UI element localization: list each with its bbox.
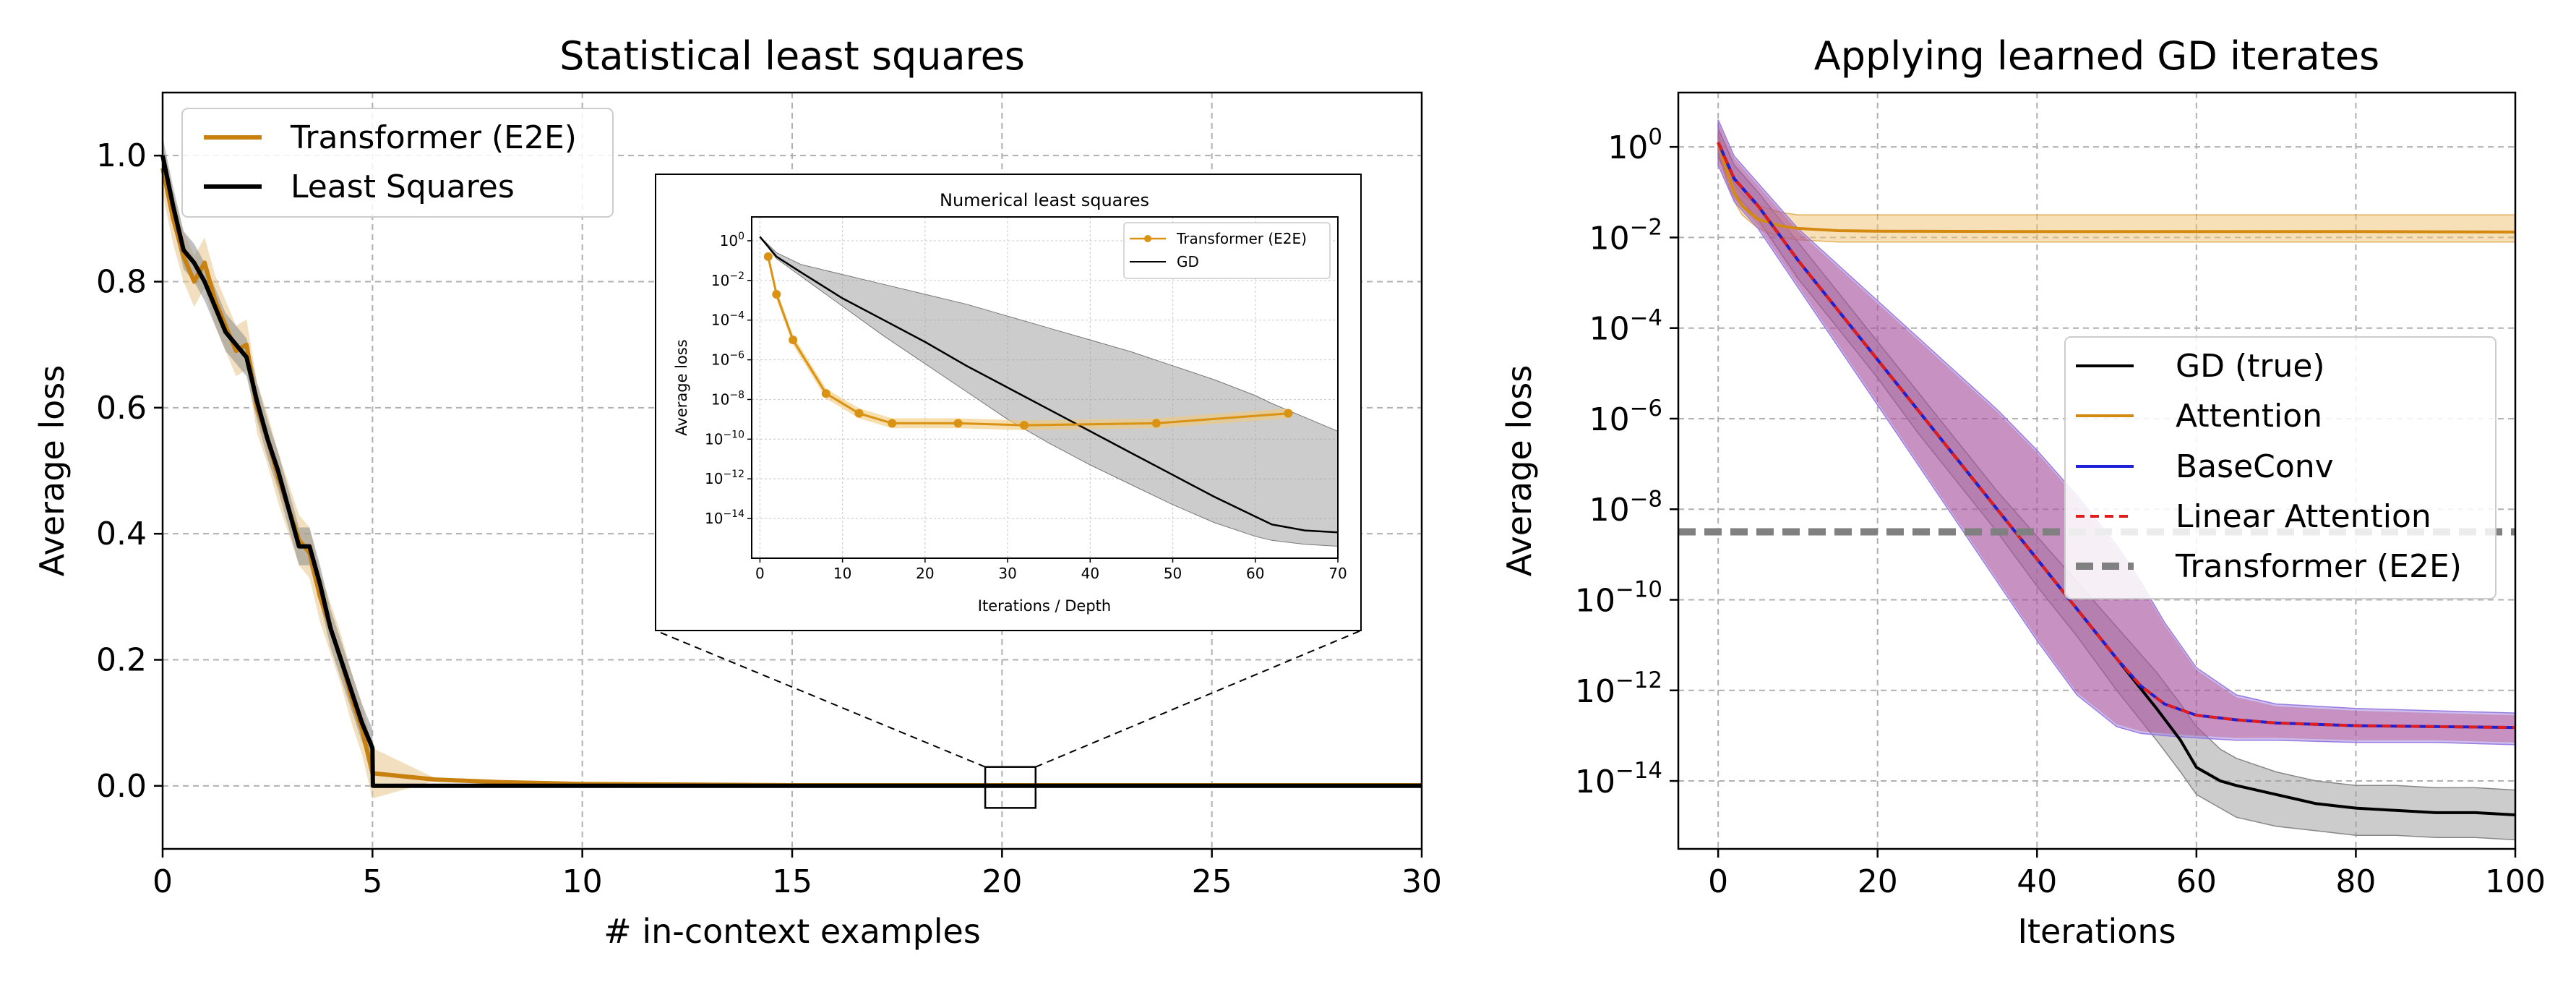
data-point xyxy=(1284,409,1293,418)
y-tick-label: 10−10 xyxy=(705,429,744,448)
inset-axes-frame xyxy=(751,216,1339,559)
x-tick-label: 20 xyxy=(916,565,934,582)
x-tick-label: 100 xyxy=(2485,863,2546,900)
x-tick-label: 80 xyxy=(2335,863,2376,900)
inset-numerical-least-squares: 0 10 20 30 40 50 60 70 100 10−2 10−4 10−6 10−8 10−10 1… xyxy=(655,174,1362,631)
y-tick-label: 0.2 xyxy=(96,642,147,679)
data-point xyxy=(1151,419,1161,428)
y-tick-label: 10−14 xyxy=(1575,758,1662,800)
x-tick-label: 40 xyxy=(2017,863,2057,900)
x-tick-label: 5 xyxy=(362,863,382,900)
x-axis-label: # in-context examples xyxy=(604,912,981,951)
series-line xyxy=(1717,142,2516,730)
y-tick-label: 100 xyxy=(720,231,744,249)
x-tick-label: 10 xyxy=(562,863,603,900)
y-tick-label: 10−6 xyxy=(711,350,744,369)
series-line xyxy=(759,236,1339,534)
chart-title: Applying learned GD iterates xyxy=(1814,33,2379,79)
legend-marker xyxy=(1144,235,1151,242)
data-point xyxy=(1019,421,1029,430)
legend-label: Transformer (E2E) xyxy=(290,119,577,156)
y-axis-label: Average loss xyxy=(33,365,72,576)
x-tick-label: 20 xyxy=(982,863,1022,900)
x-tick-label: 15 xyxy=(772,863,812,900)
data-point xyxy=(821,389,830,398)
legend-label: Transformer (E2E) xyxy=(1176,230,1307,247)
x-tick-label: 30 xyxy=(1401,863,1442,900)
x-tick-label: 0 xyxy=(153,863,173,900)
legend-label: GD (true) xyxy=(2176,348,2325,385)
y-tick-label: 0.6 xyxy=(96,390,147,427)
y-tick-label: 10−12 xyxy=(705,469,744,487)
y-tick-label: 0.8 xyxy=(96,264,147,301)
legend-label: Least Squares xyxy=(291,168,515,205)
x-tick-label: 30 xyxy=(998,565,1016,582)
inset-x-axis-label: Iterations / Depth xyxy=(978,597,1111,615)
legend-label: Attention xyxy=(2176,398,2322,435)
y-tick-label: 10−14 xyxy=(705,508,744,527)
panel-applying-learned-gd: 0 20 40 60 80 100 100 10−2 10−4 10−6 10−8 10−10 10−1… xyxy=(1500,33,2546,951)
series-line xyxy=(767,256,1289,427)
legend: Transformer (E2E) Least Squares xyxy=(181,108,614,218)
inset-y-axis-label: Average loss xyxy=(673,339,690,435)
data-point xyxy=(854,409,864,418)
x-tick-label: 50 xyxy=(1164,565,1182,582)
series-band xyxy=(768,252,1289,430)
x-axis-label: Iterations xyxy=(2017,912,2176,951)
series-band xyxy=(1718,121,2515,743)
y-tick-label: 1.0 xyxy=(96,137,147,174)
y-tick-label: 10−4 xyxy=(1589,305,1662,348)
y-tick-label: 0.4 xyxy=(96,516,147,552)
x-tick-label: 0 xyxy=(755,565,765,582)
y-tick-label: 10−4 xyxy=(711,310,744,329)
inset-title: Numerical least squares xyxy=(940,190,1149,210)
y-tick-label: 10−6 xyxy=(1589,396,1662,438)
data-point xyxy=(772,290,781,299)
zoom-connector xyxy=(655,630,986,768)
x-tick-label: 20 xyxy=(1858,863,1898,900)
y-tick-label: 0.0 xyxy=(96,768,147,805)
data-point xyxy=(888,419,897,428)
series-line xyxy=(160,155,1422,788)
y-tick-label: 10−12 xyxy=(1575,667,1662,710)
inset-legend: Transformer (E2E) GD xyxy=(1123,222,1331,279)
series-line xyxy=(1717,142,2516,234)
x-tick-label: 70 xyxy=(1328,565,1347,582)
y-tick-label: 10−8 xyxy=(1589,486,1662,529)
data-point xyxy=(953,419,963,428)
x-tick-label: 60 xyxy=(1246,565,1264,582)
x-tick-label: 40 xyxy=(1081,565,1099,582)
y-tick-label: 10−10 xyxy=(1575,577,1662,620)
legend-label: BaseConv xyxy=(2176,448,2334,485)
data-point xyxy=(789,336,798,345)
legend: GD (true) Attention BaseConv Linear Atte… xyxy=(2064,336,2496,599)
chart-title: Statistical least squares xyxy=(559,33,1025,79)
data-point xyxy=(763,252,773,261)
axes-frame xyxy=(1677,91,2517,850)
y-axis-label: Average loss xyxy=(1500,365,1539,576)
y-tick-label: 100 xyxy=(1607,124,1662,166)
x-tick-label: 10 xyxy=(833,565,851,582)
y-tick-label: 10−2 xyxy=(711,270,744,289)
zoom-connector xyxy=(1035,630,1362,768)
y-tick-label: 10−8 xyxy=(711,389,744,408)
legend-label: Linear Attention xyxy=(2176,498,2431,535)
y-tick-label: 10−2 xyxy=(1589,215,1662,257)
x-tick-label: 25 xyxy=(1192,863,1232,900)
x-tick-label: 60 xyxy=(2176,863,2217,900)
x-tick-label: 0 xyxy=(1708,863,1728,900)
zoom-box xyxy=(984,766,1037,809)
legend-label: GD xyxy=(1177,253,1199,270)
legend-label: Transformer (E2E) xyxy=(2175,548,2462,585)
